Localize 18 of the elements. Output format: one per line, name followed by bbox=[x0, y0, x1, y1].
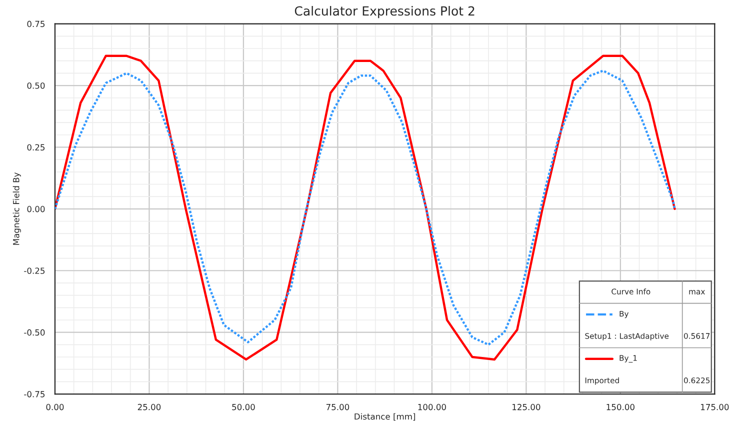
x-tick-label: 0.00 bbox=[46, 404, 64, 410]
x-tick-label: 100.00 bbox=[418, 404, 446, 410]
x-tick-label: 25.00 bbox=[138, 404, 161, 410]
y-tick-label: 0.50 bbox=[27, 82, 45, 89]
x-tick-label: 125.00 bbox=[512, 404, 540, 410]
chart-title: Calculator Expressions Plot 2 bbox=[294, 6, 474, 18]
y-tick-label: 0.75 bbox=[27, 20, 45, 28]
x-tick-label: 75.00 bbox=[326, 404, 350, 410]
x-tick-label: 175.00 bbox=[701, 404, 729, 410]
y-tick-label: 0.00 bbox=[27, 206, 45, 212]
x-axis-title: Distance [mm] bbox=[354, 413, 416, 421]
y-axis-title: Magnetic Field By bbox=[12, 172, 21, 245]
x-tick-label: 150.00 bbox=[606, 404, 634, 410]
x-tick-label: 50.00 bbox=[232, 404, 255, 410]
y-tick-label: -0.25 bbox=[24, 268, 45, 274]
y-tick-label: -0.50 bbox=[24, 329, 45, 336]
y-tick-label: -0.75 bbox=[24, 391, 45, 398]
y-tick-label: 0.25 bbox=[27, 144, 45, 151]
